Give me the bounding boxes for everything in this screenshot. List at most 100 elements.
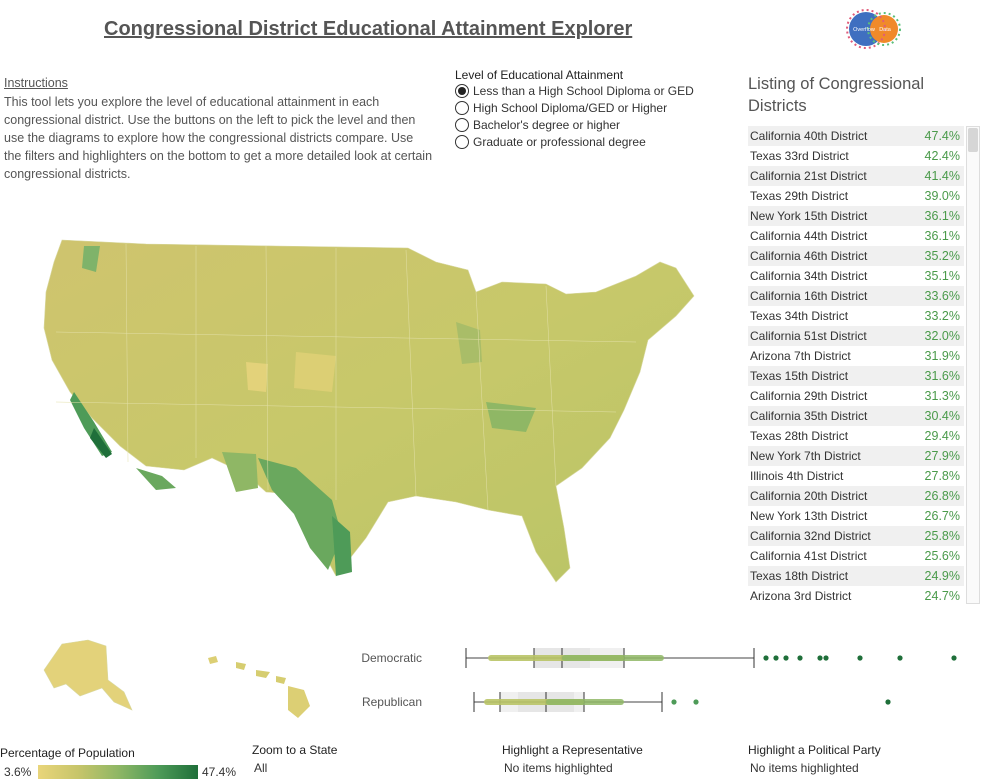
- outlier-dot[interactable]: [823, 655, 829, 661]
- district-pct: 25.8%: [924, 529, 960, 543]
- district-pct: 27.8%: [924, 469, 960, 483]
- district-row[interactable]: Texas 18th District 24.9%: [748, 566, 964, 586]
- district-row[interactable]: Arizona 3rd District 24.7%: [748, 586, 964, 604]
- district-row[interactable]: Arizona 7th District 31.9%: [748, 346, 964, 366]
- outlier-dot[interactable]: [951, 655, 957, 661]
- svg-text:Overflow: Overflow: [853, 27, 875, 33]
- outlier-dot[interactable]: [897, 655, 903, 661]
- district-name: California 34th District: [750, 269, 868, 283]
- outlier-dot[interactable]: [817, 655, 823, 661]
- district-row[interactable]: California 41st District 25.6%: [748, 546, 964, 566]
- district-name: Arizona 3rd District: [750, 589, 852, 603]
- district-name: California 46th District: [750, 249, 868, 263]
- contiguous-us-shape[interactable]: [43, 239, 695, 583]
- outlier-dot[interactable]: [773, 655, 779, 661]
- list-scrollbar[interactable]: [966, 126, 980, 604]
- instructions-heading: Instructions: [4, 76, 68, 90]
- district-row[interactable]: California 29th District 31.3%: [748, 386, 964, 406]
- district-pct: 47.4%: [924, 129, 960, 143]
- us-district-map[interactable]: [36, 232, 700, 588]
- district-name: California 16th District: [750, 289, 868, 303]
- district-pct: 33.6%: [924, 289, 960, 303]
- outlier-dot[interactable]: [857, 655, 863, 661]
- district-row[interactable]: New York 15th District 36.1%: [748, 206, 964, 226]
- radio-bachelors[interactable]: Bachelor's degree or higher: [455, 117, 620, 133]
- district-pct: 33.2%: [924, 309, 960, 323]
- radio-graduate[interactable]: Graduate or professional degree: [455, 134, 646, 150]
- party-boxplot[interactable]: Democratic Republican: [340, 636, 984, 720]
- district-name: Texas 28th District: [750, 429, 849, 443]
- district-pct: 36.1%: [924, 229, 960, 243]
- outlier-dot[interactable]: [885, 699, 891, 705]
- instructions-body: This tool lets you explore the level of …: [4, 95, 433, 181]
- district-row[interactable]: California 44th District 36.1%: [748, 226, 964, 246]
- legend-heading: Percentage of Population: [0, 746, 135, 760]
- alaska-map[interactable]: [36, 636, 156, 726]
- district-row[interactable]: California 34th District 35.1%: [748, 266, 964, 286]
- overflow-data-logo: Overflow Data: [846, 9, 901, 49]
- district-name: California 29th District: [750, 389, 868, 403]
- hawaii-map[interactable]: [200, 640, 320, 720]
- district-name: California 21st District: [750, 169, 867, 183]
- district-row[interactable]: Texas 33rd District 42.4%: [748, 146, 964, 166]
- district-row[interactable]: California 40th District 47.4%: [748, 126, 964, 146]
- district-row[interactable]: Texas 29th District 39.0%: [748, 186, 964, 206]
- district-name: Texas 33rd District: [750, 149, 849, 163]
- state-borders: [55, 243, 637, 511]
- district-row[interactable]: California 20th District 26.8%: [748, 486, 964, 506]
- outlier-dot[interactable]: [693, 699, 699, 705]
- district-name: California 20th District: [750, 489, 868, 503]
- district-pct: 32.0%: [924, 329, 960, 343]
- district-row[interactable]: Texas 28th District 29.4%: [748, 426, 964, 446]
- district-pct: 42.4%: [924, 149, 960, 163]
- rep-highlight-value[interactable]: No items highlighted: [504, 761, 613, 775]
- zoom-filter-value[interactable]: All: [254, 761, 268, 775]
- outlier-dot[interactable]: [783, 655, 789, 661]
- district-row[interactable]: New York 13th District 26.7%: [748, 506, 964, 526]
- district-dots-band[interactable]: [546, 699, 624, 705]
- legend-gradient-bar: [38, 765, 198, 779]
- district-name: Arizona 7th District: [750, 349, 851, 363]
- district-name: Texas 29th District: [750, 189, 849, 203]
- district-pct: 25.6%: [924, 549, 960, 563]
- scrollbar-thumb[interactable]: [968, 128, 978, 152]
- district-row[interactable]: Illinois 4th District 27.8%: [748, 466, 964, 486]
- district-name: California 35th District: [750, 409, 868, 423]
- district-pct: 30.4%: [924, 409, 960, 423]
- district-name: California 51st District: [750, 329, 867, 343]
- district-row[interactable]: California 46th District 35.2%: [748, 246, 964, 266]
- district-pct: 35.1%: [924, 269, 960, 283]
- district-name: New York 15th District: [750, 209, 868, 223]
- outlier-dot[interactable]: [763, 655, 769, 661]
- party-highlight-heading: Highlight a Political Party: [748, 743, 881, 757]
- radio-less-than-hs[interactable]: Less than a High School Diploma or GED: [455, 83, 694, 99]
- radio-hs-or-higher[interactable]: High School Diploma/GED or Higher: [455, 100, 667, 116]
- outlier-dot[interactable]: [797, 655, 803, 661]
- outlier-dot[interactable]: [671, 699, 677, 705]
- district-row[interactable]: California 16th District 33.6%: [748, 286, 964, 306]
- zoom-filter-heading: Zoom to a State: [252, 743, 338, 757]
- district-row[interactable]: California 35th District 30.4%: [748, 406, 964, 426]
- radio-label: High School Diploma/GED or Higher: [473, 101, 668, 115]
- district-row[interactable]: Texas 15th District 31.6%: [748, 366, 964, 386]
- district-row[interactable]: New York 7th District 27.9%: [748, 446, 964, 466]
- page-title: Congressional District Educational Attai…: [104, 18, 633, 40]
- district-row[interactable]: Texas 34th District 33.2%: [748, 306, 964, 326]
- party-highlight-value[interactable]: No items highlighted: [750, 761, 859, 775]
- district-row[interactable]: California 21st District 41.4%: [748, 166, 964, 186]
- district-dots-band[interactable]: [562, 655, 664, 661]
- district-row[interactable]: California 32nd District 25.8%: [748, 526, 964, 546]
- district-row[interactable]: California 51st District 32.0%: [748, 326, 964, 346]
- district-name: New York 7th District: [750, 449, 861, 463]
- district-pct: 26.8%: [924, 489, 960, 503]
- district-highlights: [70, 246, 536, 576]
- svg-text:Data: Data: [879, 27, 892, 33]
- district-pct: 36.1%: [924, 209, 960, 223]
- district-name: Texas 15th District: [750, 369, 849, 383]
- legend-max: 47.4%: [202, 765, 237, 779]
- district-name: Texas 34th District: [750, 309, 849, 323]
- district-pct: 39.0%: [924, 189, 960, 203]
- party-label: Republican: [362, 695, 422, 709]
- district-pct: 26.7%: [924, 509, 960, 523]
- district-list: California 40th District 47.4% Texas 33rd …: [748, 126, 964, 604]
